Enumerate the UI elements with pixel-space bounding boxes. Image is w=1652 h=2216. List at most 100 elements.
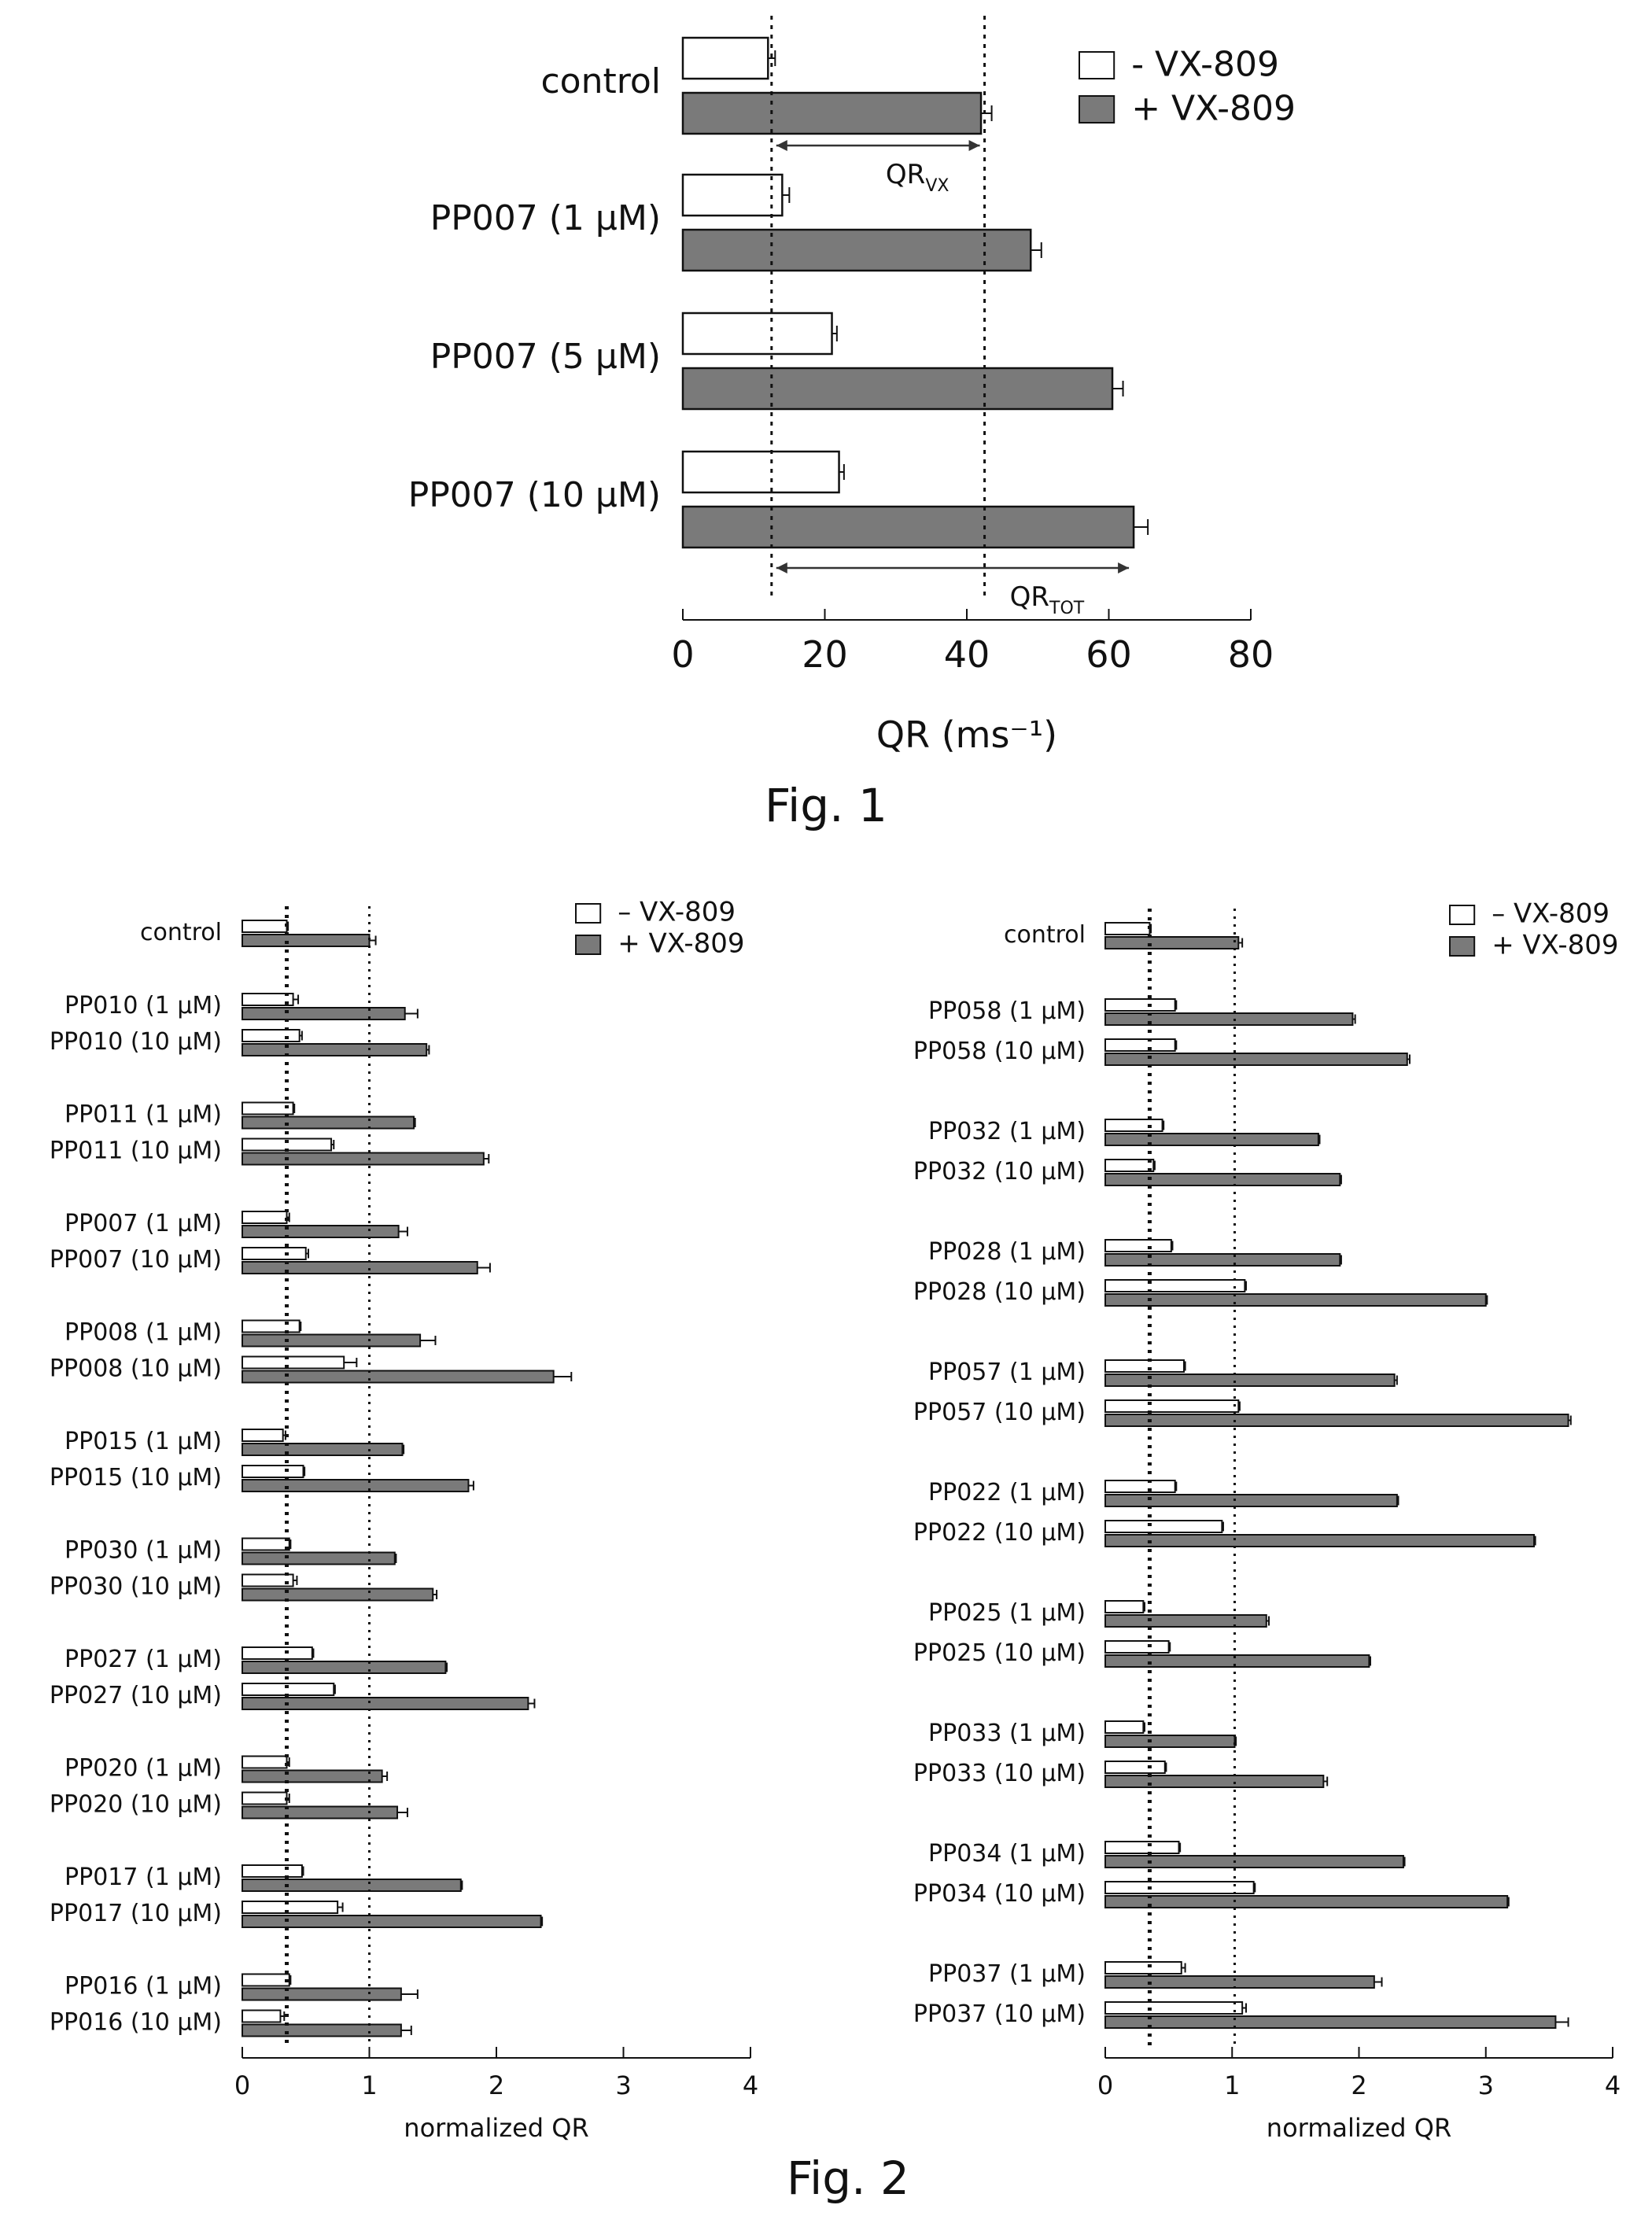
fig1-arrow-label: QRVX <box>886 159 950 196</box>
fig2-left-bar-minus <box>242 1211 288 1224</box>
fig2-left-category-label: control <box>140 919 222 946</box>
fig1-x-tick-label: 60 <box>1086 633 1132 676</box>
fig2-right-error-bar <box>1340 1174 1342 1185</box>
fig2-left-x-tick-label: 0 <box>234 2070 250 2100</box>
fig2-left-bar-plus <box>242 1152 485 1166</box>
fig2-right-error-bar <box>1174 1040 1178 1050</box>
fig2-right-error-bar <box>1245 1281 1247 1291</box>
fig2-left-bar-minus <box>242 1029 301 1042</box>
fig1-bar-minus <box>681 450 840 494</box>
fig2-right-error-bar <box>1183 1361 1186 1371</box>
fig2-right-error-bar <box>1253 1882 1256 1893</box>
fig2-right-bar-plus <box>1104 1534 1536 1547</box>
fig1-category-label: control <box>540 61 661 101</box>
fig2-right-legend-swatch <box>1449 905 1476 925</box>
fig2-right-bar-minus <box>1104 1961 1182 1974</box>
fig2-right-error-bar <box>1407 1054 1410 1064</box>
fig2-right-category-label: PP034 (1 μM) <box>928 1840 1086 1868</box>
fig2-right-x-tick-label: 0 <box>1097 2070 1113 2100</box>
fig2-left-category-label: PP017 (1 μM) <box>65 1864 222 1891</box>
fig2-left-error-bar <box>293 1576 298 1585</box>
fig2-left-category-label: PP030 (1 μM) <box>65 1537 222 1565</box>
fig2-left-x-tick-label: 4 <box>743 2070 758 2100</box>
fig2-left-category-label: PP007 (1 μM) <box>65 1210 222 1237</box>
fig2-left-error-bar <box>303 1466 306 1477</box>
fig2-right-bar-plus <box>1104 1975 1375 1989</box>
fig2-right-category-label: PP022 (1 μM) <box>928 1479 1086 1506</box>
fig2-left-bar-plus <box>242 1333 422 1348</box>
fig2-left-error-bar <box>468 1480 474 1491</box>
fig2-right-bar-minus <box>1104 1399 1240 1413</box>
fig2-left-category-label: PP017 (10 μM) <box>50 1900 222 1927</box>
fig2-left-bar-plus <box>242 1043 428 1056</box>
fig2-caption: Fig. 2 <box>787 2151 909 2205</box>
fig2-left-bar-minus <box>242 1864 303 1878</box>
fig2-right-bar-plus <box>1104 2015 1557 2029</box>
fig2-right-error-bar <box>1369 1656 1372 1666</box>
fig2-right-error-bar <box>1242 2003 1247 2013</box>
fig1-error-bar <box>1112 381 1124 396</box>
fig2-left-category-label: PP027 (1 μM) <box>65 1646 222 1673</box>
fig1-x-tick-label: 80 <box>1228 633 1274 676</box>
fig2-right-error-bar <box>1234 1736 1237 1746</box>
fig2-right-bar-minus <box>1104 1761 1166 1774</box>
fig2-left-category-label: PP015 (10 μM) <box>50 1464 222 1491</box>
fig2-left-legend-swatch <box>575 935 602 955</box>
fig2-left-error-bar <box>289 1539 292 1549</box>
fig2-left-bar-minus <box>242 1319 301 1333</box>
fig2-right-bar-plus <box>1104 1775 1325 1788</box>
fig2-right-bar-minus <box>1104 1359 1185 1373</box>
fig2-right-category-label: PP022 (10 μM) <box>913 1519 1086 1547</box>
fig1-legend-label: - VX-809 <box>1131 45 1279 85</box>
fig1-bar-plus <box>681 228 1032 272</box>
fig1-arrow-head-right <box>968 140 980 151</box>
fig2-left-category-label: PP011 (1 μM) <box>65 1101 222 1129</box>
fig1-arrow-label: QRTOT <box>1010 581 1085 618</box>
fig1-chart: 0 20 40 60 80 QR (ms⁻¹) control PP007 (1 μM) PP0… <box>408 16 1296 756</box>
fig1-legend-label: + VX-809 <box>1131 89 1296 129</box>
fig1-bar-minus <box>681 312 833 356</box>
fig2-left-x-tick-label: 1 <box>361 2070 377 2100</box>
fig2-left-bar-plus <box>242 1261 478 1274</box>
fig2-left-bar-minus <box>242 1429 284 1442</box>
fig2-left-bar-plus <box>242 1769 383 1783</box>
fig2-right-bar-plus <box>1104 1414 1569 1427</box>
fig2-right-error-bar <box>1174 1481 1178 1491</box>
fig2-right-bar-plus <box>1104 1735 1236 1748</box>
fig2-left-bar-minus <box>242 1755 288 1769</box>
fig2-right-bar-minus <box>1104 1239 1172 1252</box>
fig2-right-bar-plus <box>1104 936 1240 949</box>
fig2-left-bar-plus <box>242 1587 434 1602</box>
fig2-right-bar-minus <box>1104 1119 1163 1132</box>
fig2-left-category-label: PP020 (1 μM) <box>65 1755 222 1783</box>
fig2-right-error-bar <box>1162 1120 1165 1130</box>
fig2-right-error-bar <box>1374 1977 1383 1987</box>
fig2-right-error-bar <box>1164 1762 1167 1772</box>
fig2-left-error-bar <box>312 1648 315 1658</box>
fig2-right-error-bar <box>1143 1722 1145 1732</box>
fig2-right-bar-minus <box>1104 1159 1155 1172</box>
fig2-charts: 0 1 2 3 4 normalized QR control PP010 (1 μM) PP0… <box>50 897 1621 2143</box>
fig1-caption: Fig. 1 <box>765 779 887 832</box>
fig2-right-bar-minus <box>1104 1881 1255 1894</box>
fig2-left-error-bar <box>293 1104 296 1113</box>
fig2-left-category-label: PP016 (1 μM) <box>65 1973 222 2000</box>
fig2-right-category-label: PP058 (10 μM) <box>913 1038 1086 1065</box>
fig1-legend-swatch <box>1079 51 1115 79</box>
fig2-right-error-bar <box>1318 1134 1321 1145</box>
fig2-right-error-bar <box>1238 938 1244 948</box>
fig2-right-error-bar <box>1568 1415 1572 1425</box>
fig1-error-bar <box>981 105 993 121</box>
fig2-right-error-bar <box>1143 1602 1145 1612</box>
fig2-right-bar-minus <box>1104 1038 1176 1052</box>
fig2-right-bar-minus <box>1104 1480 1176 1493</box>
fig2-right-x-tick-label: 2 <box>1351 2070 1366 2100</box>
fig2-left-error-bar <box>477 1263 491 1273</box>
fig2-right-category-label: PP037 (1 μM) <box>928 1960 1086 1988</box>
fig2-left-category-label: PP010 (1 μM) <box>65 992 222 1020</box>
fig2-left-bar-plus <box>242 1551 396 1565</box>
fig2-right-bar-plus <box>1104 1173 1341 1186</box>
fig2-right-bar-minus <box>1104 1720 1145 1734</box>
fig2-right-category-label: PP057 (10 μM) <box>913 1399 1086 1426</box>
fig2-left-category-label: PP011 (10 μM) <box>50 1137 222 1165</box>
